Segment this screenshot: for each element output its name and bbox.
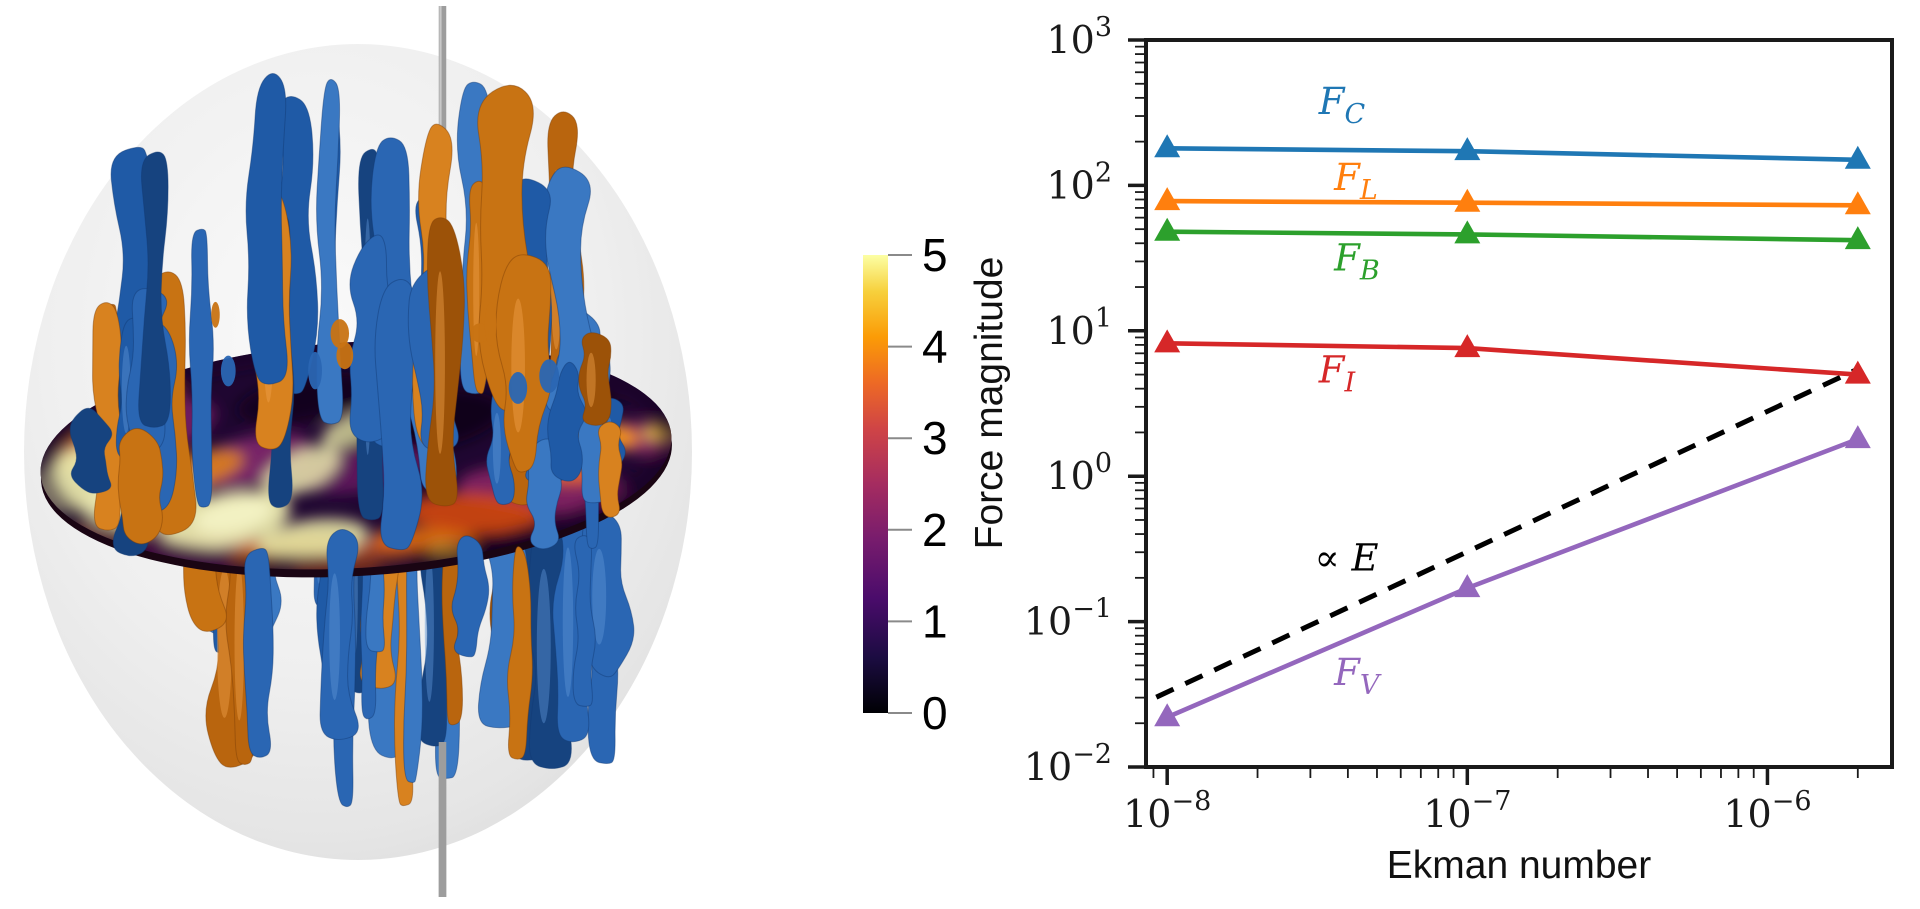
blue-isosurface-column xyxy=(319,529,359,740)
colorbar-tick-label: 5 xyxy=(922,229,948,281)
y-tick-label: 101 xyxy=(1046,303,1112,353)
debris-blob xyxy=(484,302,497,347)
reference-line-propto-E xyxy=(1155,366,1859,700)
marker-F_I xyxy=(1454,334,1481,358)
column-highlight xyxy=(511,298,525,433)
marker-F_V xyxy=(1454,574,1481,598)
marker-F_C xyxy=(1454,137,1481,161)
colorbar-tick-label: 4 xyxy=(922,321,948,373)
column-highlight xyxy=(586,352,596,408)
debris-blob xyxy=(470,323,489,343)
series-label-F_C: FC xyxy=(1318,80,1366,130)
orange-isosurface-column xyxy=(495,254,552,473)
marker-F_V xyxy=(1844,425,1871,449)
marker-F_I xyxy=(1844,360,1871,384)
x-tick-label: 10−8 xyxy=(1123,786,1211,836)
orange-isosurface-column xyxy=(117,428,164,545)
colorbar-tick-label: 2 xyxy=(922,504,948,556)
series-line-F_I xyxy=(1164,341,1861,377)
series-line-F_L xyxy=(1164,198,1861,208)
plot-frame xyxy=(1144,38,1894,769)
column-highlight xyxy=(536,568,551,724)
series-label-F_B: FB xyxy=(1333,236,1380,286)
colorbar: 5 4 3 2 1 0 xyxy=(863,229,948,739)
series-labels: FC FL FB FI FV ∝ E xyxy=(1315,80,1382,701)
y-tick-label: 103 xyxy=(1046,12,1112,62)
marker-F_V xyxy=(1154,703,1181,727)
marker-F_I xyxy=(1154,329,1181,353)
column-highlight xyxy=(592,548,607,645)
blue-isosurface-column xyxy=(188,228,214,508)
blue-isosurface-column xyxy=(451,535,490,658)
series-label-F_I: FI xyxy=(1318,349,1357,399)
debris-blob xyxy=(220,355,236,387)
debris-blob xyxy=(508,372,528,404)
series-label-F_V: FV xyxy=(1333,651,1382,701)
orange-isosurface-column xyxy=(597,421,623,518)
axis-ticks: 103 102 101 100 10−1 10−210−8 10−7 10−6 xyxy=(1024,12,1859,836)
x-tick-label: 10−6 xyxy=(1723,786,1811,836)
disk-edge-shade xyxy=(33,325,679,585)
marker-F_B xyxy=(1154,217,1181,241)
blue-isosurface-column xyxy=(242,548,274,758)
y-axis-title: Force magnitude xyxy=(968,257,1011,550)
colormap-blob xyxy=(194,498,273,534)
colorbar-ticks: 5 4 3 2 1 0 xyxy=(888,229,948,739)
debris-blob xyxy=(367,260,380,288)
colorbar-tick-label: 0 xyxy=(922,687,948,739)
series-line-F_V xyxy=(1164,436,1861,720)
debris-blob xyxy=(539,359,560,393)
blue-isosurface-column xyxy=(138,151,171,428)
colorbar-tick-label: 3 xyxy=(922,412,948,464)
marker-F_B xyxy=(1454,220,1481,244)
series-label-F_L: FL xyxy=(1333,156,1378,206)
debris-blob xyxy=(308,351,322,390)
debris-blob xyxy=(211,301,220,328)
marker-F_C xyxy=(1154,134,1181,158)
spherical-convection-3d-view xyxy=(24,6,692,897)
blue-isosurface-column xyxy=(245,73,288,385)
orange-isosurface-column xyxy=(578,332,612,426)
colorbar-tick-label: 1 xyxy=(922,595,948,647)
x-tick-label: 10−7 xyxy=(1423,786,1511,836)
debris-blob xyxy=(336,341,354,370)
isosurface-columns-front xyxy=(242,529,596,760)
colorbar-gradient-bar xyxy=(863,255,888,713)
column-highlight xyxy=(329,573,340,701)
debris-blob xyxy=(330,319,350,349)
marker-F_L xyxy=(1844,191,1871,215)
orange-isosurface-column xyxy=(425,217,465,507)
column-highlight xyxy=(234,565,244,721)
y-tick-label: 102 xyxy=(1046,157,1112,207)
isosurface-columns-above xyxy=(69,73,626,557)
marker-F_B xyxy=(1844,226,1871,250)
series-line-F_B xyxy=(1164,229,1861,243)
orange-isosurface-column xyxy=(506,546,533,760)
column-highlight xyxy=(492,412,501,484)
blue-isosurface-column xyxy=(69,407,113,494)
column-highlight xyxy=(424,552,434,702)
column-highlight xyxy=(562,547,574,698)
blue-isosurface-column xyxy=(547,361,586,482)
y-tick-label: 100 xyxy=(1046,448,1112,498)
marker-F_L xyxy=(1154,187,1181,211)
marker-F_L xyxy=(1454,188,1481,212)
series-line-F_C xyxy=(1164,146,1861,163)
marker-F_C xyxy=(1844,145,1871,169)
y-tick-label: 10−1 xyxy=(1024,594,1112,644)
column-highlight xyxy=(473,222,480,356)
data-series xyxy=(1154,134,1871,727)
y-tick-label: 10−2 xyxy=(1024,739,1112,789)
reference-line-label: ∝ E xyxy=(1315,536,1379,579)
x-axis-title: Ekman number xyxy=(1387,844,1651,887)
column-highlight xyxy=(435,271,445,454)
